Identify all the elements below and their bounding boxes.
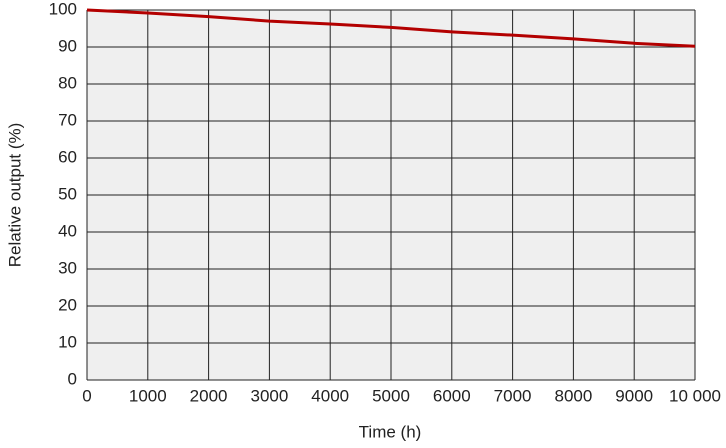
y-tick-label: 90 xyxy=(58,36,77,55)
y-tick-label: 10 xyxy=(58,332,77,351)
y-tick-label: 30 xyxy=(58,258,77,277)
data-line xyxy=(86,8,696,48)
x-tick-label: 2000 xyxy=(190,386,228,405)
y-tick-label: 20 xyxy=(58,295,77,314)
x-tick-label: 5000 xyxy=(372,386,410,405)
x-tick-label: 9000 xyxy=(615,386,653,405)
y-tick-label: 60 xyxy=(58,147,77,166)
x-tick-label: 4000 xyxy=(311,386,349,405)
y-tick-label: 80 xyxy=(58,73,77,92)
x-axis-label: Time (h) xyxy=(359,422,422,441)
y-tick-label: 70 xyxy=(58,110,77,129)
y-tick-label: 100 xyxy=(49,0,77,18)
y-tick-label: 40 xyxy=(58,221,77,240)
x-tick-label: 6000 xyxy=(433,386,471,405)
x-tick-label: 1000 xyxy=(129,386,167,405)
x-tick-label: 10 000 xyxy=(669,386,721,405)
x-tick-label: 7000 xyxy=(494,386,532,405)
y-tick-label: 50 xyxy=(58,184,77,203)
x-tick-label: 8000 xyxy=(554,386,592,405)
x-tick-label: 3000 xyxy=(250,386,288,405)
x-tick-label: 0 xyxy=(82,386,91,405)
y-tick-label: 0 xyxy=(68,369,77,388)
y-axis-label: Relative output (%) xyxy=(5,123,24,268)
